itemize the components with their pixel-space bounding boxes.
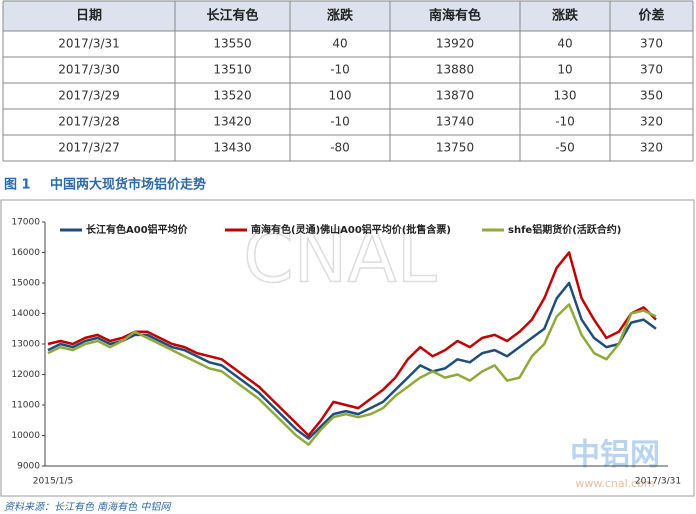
- table-header-cell: 价差: [638, 8, 664, 24]
- table-cell: 40: [332, 37, 347, 51]
- table-cell: -10: [330, 63, 350, 77]
- y-tick-label: 11000: [11, 401, 40, 411]
- figure-number: 图 1: [4, 178, 31, 193]
- table-cell: 13870: [436, 89, 474, 103]
- table-cell: 13750: [436, 141, 474, 155]
- table-cell: 13420: [213, 115, 251, 129]
- table-cell: 320: [640, 115, 663, 129]
- watermark: CNAL: [243, 215, 437, 299]
- table-cell: 320: [640, 141, 663, 155]
- table-cell: 2017/3/29: [58, 89, 120, 103]
- y-tick-label: 12000: [11, 370, 40, 380]
- table-cell: -80: [330, 141, 350, 155]
- legend-label: shfe铝期货价(活跃合约): [508, 223, 621, 236]
- figure-caption: 中国两大现货市场铝价走势: [50, 177, 206, 193]
- table-cell: 10: [557, 63, 572, 77]
- table-cell: 13550: [213, 37, 251, 51]
- table-cell: 130: [554, 89, 577, 103]
- watermark: 中铝网: [570, 438, 660, 473]
- table-cell: 40: [557, 37, 572, 51]
- table-cell: -10: [555, 115, 575, 129]
- legend-label: 南海有色(灵通)佛山A00铝平均价(批售含票): [251, 223, 451, 236]
- y-tick-label: 10000: [11, 431, 40, 441]
- y-tick-label: 15000: [11, 279, 40, 289]
- table-cell: -10: [330, 115, 350, 129]
- table-cell: 13520: [213, 89, 251, 103]
- source: 资料来源：长江有色 南海有色 中铝网: [4, 501, 172, 513]
- table-cell: 13430: [213, 141, 251, 155]
- watermark: www.cnal.com: [575, 477, 654, 490]
- table-cell: 100: [329, 89, 352, 103]
- table-cell: 2017/3/31: [58, 37, 120, 51]
- table-cell: 2017/3/30: [58, 63, 120, 77]
- table-cell: -50: [555, 141, 575, 155]
- table-cell: 13920: [436, 37, 474, 51]
- table-cell: 2017/3/28: [58, 115, 120, 129]
- y-tick-label: 14000: [11, 309, 40, 319]
- y-tick-label: 13000: [11, 340, 40, 350]
- legend-label: 长江有色A00铝平均价: [86, 223, 189, 236]
- table-cell: 13510: [213, 63, 251, 77]
- series-line: [47, 303, 657, 446]
- series-line: [47, 281, 657, 440]
- y-tick-label: 17000: [11, 218, 40, 228]
- table-header-cell: 日期: [76, 9, 102, 24]
- table-cell: 13880: [436, 63, 474, 77]
- table-header-bg: [3, 1, 693, 31]
- y-tick-label: 16000: [11, 248, 40, 258]
- series-line: [47, 251, 657, 437]
- table-header-cell: 涨跌: [551, 8, 579, 24]
- table-cell: 2017/3/27: [58, 141, 120, 155]
- table-cell: 13740: [436, 115, 474, 129]
- table-header-cell: 长江有色: [206, 8, 258, 24]
- table-header-cell: 涨跌: [326, 8, 354, 24]
- chart-frame: [0, 199, 695, 497]
- x-tick-label: 2017/3/31: [635, 477, 681, 487]
- table-cell: 370: [640, 37, 663, 51]
- y-tick-label: 9000: [17, 462, 40, 472]
- table-cell: 370: [640, 63, 663, 77]
- table-cell: 350: [640, 89, 663, 103]
- table-header-cell: 南海有色: [429, 8, 481, 24]
- x-tick-label: 2015/1/5: [33, 477, 73, 487]
